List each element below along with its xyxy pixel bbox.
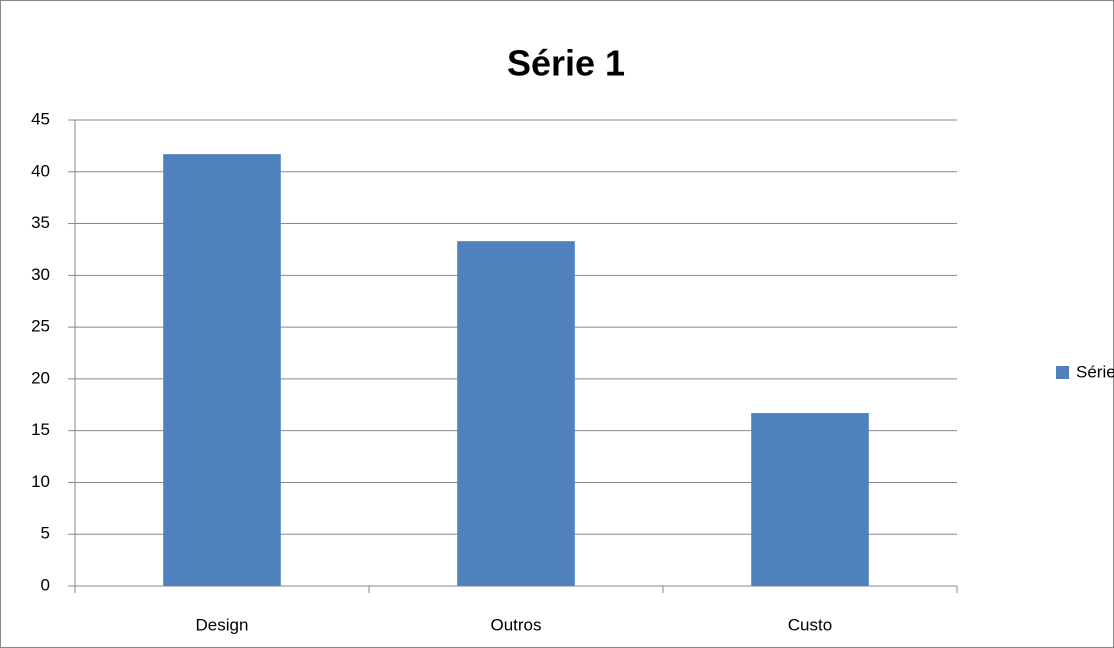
legend-swatch [1056, 366, 1069, 379]
chart-title: Série 1 [507, 43, 625, 84]
y-tick-label: 10 [31, 472, 50, 491]
bar [457, 241, 575, 586]
x-tick-label: Custo [788, 615, 832, 634]
x-tick-label: Design [196, 615, 249, 634]
y-tick-label: 5 [41, 524, 50, 543]
y-tick-label: 20 [31, 368, 50, 387]
y-tick-label: 45 [31, 109, 50, 128]
y-tick-label: 30 [31, 265, 50, 284]
y-tick-label: 40 [31, 161, 50, 180]
legend-label: Série 1 [1076, 362, 1114, 381]
bar [751, 413, 869, 586]
bar [163, 154, 281, 586]
y-tick-label: 15 [31, 420, 50, 439]
y-tick-label: 25 [31, 317, 50, 336]
x-tick-label: Outros [490, 615, 541, 634]
y-tick-label: 35 [31, 213, 50, 232]
y-tick-label: 0 [41, 575, 50, 594]
